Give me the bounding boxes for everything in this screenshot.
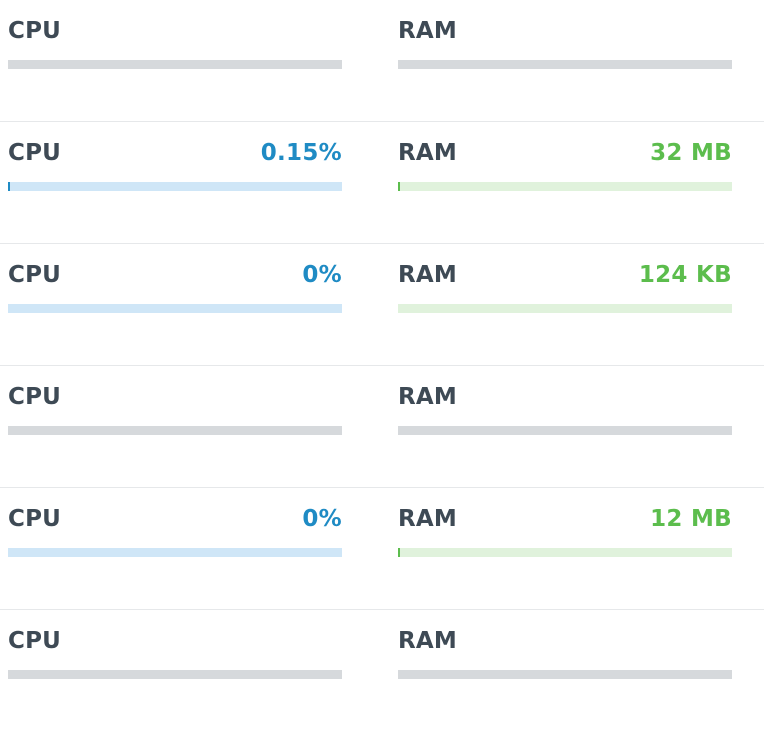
cpu-metric: CPU 0% (8, 488, 342, 610)
ram-metric: RAM 124 KB (398, 244, 732, 366)
ram-usage-fill (398, 548, 400, 557)
cpu-usage-bar (8, 182, 342, 191)
resource-row: CPU RAM (0, 610, 764, 732)
ram-usage-fill (398, 182, 400, 191)
ram-label: RAM (398, 138, 457, 168)
ram-metric: RAM (398, 0, 732, 122)
cpu-metric: CPU (8, 0, 342, 122)
ram-metric: RAM 12 MB (398, 488, 732, 610)
cpu-usage-bar (8, 60, 342, 69)
ram-value: 32 MB (650, 138, 732, 168)
ram-metric: RAM 32 MB (398, 122, 732, 244)
resource-row: CPU RAM (0, 366, 764, 488)
cpu-label: CPU (8, 504, 61, 534)
cpu-usage-bar (8, 426, 342, 435)
ram-usage-bar (398, 670, 732, 679)
ram-usage-bar (398, 426, 732, 435)
ram-usage-bar (398, 182, 732, 191)
cpu-label: CPU (8, 260, 61, 290)
cpu-metric: CPU 0.15% (8, 122, 342, 244)
resource-row: CPU 0% RAM 12 MB (0, 488, 764, 610)
ram-label: RAM (398, 16, 457, 46)
ram-label: RAM (398, 504, 457, 534)
ram-usage-bar (398, 548, 732, 557)
cpu-metric: CPU (8, 610, 342, 732)
cpu-label: CPU (8, 16, 61, 46)
cpu-usage-bar (8, 670, 342, 679)
ram-label: RAM (398, 626, 457, 656)
cpu-usage-bar (8, 304, 342, 313)
ram-value: 124 KB (639, 260, 732, 290)
cpu-label: CPU (8, 382, 61, 412)
cpu-label: CPU (8, 626, 61, 656)
ram-value: 12 MB (650, 504, 732, 534)
resource-row: CPU 0% RAM 124 KB (0, 244, 764, 366)
ram-metric: RAM (398, 366, 732, 488)
ram-label: RAM (398, 260, 457, 290)
resource-row: CPU 0.15% RAM 32 MB (0, 122, 764, 244)
ram-usage-bar (398, 60, 732, 69)
cpu-usage-bar (8, 548, 342, 557)
resource-row: CPU RAM (0, 0, 764, 122)
ram-label: RAM (398, 382, 457, 412)
ram-metric: RAM (398, 610, 732, 732)
cpu-usage-fill (8, 182, 10, 191)
cpu-value: 0% (302, 504, 342, 534)
ram-usage-bar (398, 304, 732, 313)
cpu-metric: CPU 0% (8, 244, 342, 366)
cpu-label: CPU (8, 138, 61, 168)
cpu-value: 0% (302, 260, 342, 290)
cpu-value: 0.15% (261, 138, 342, 168)
cpu-metric: CPU (8, 366, 342, 488)
